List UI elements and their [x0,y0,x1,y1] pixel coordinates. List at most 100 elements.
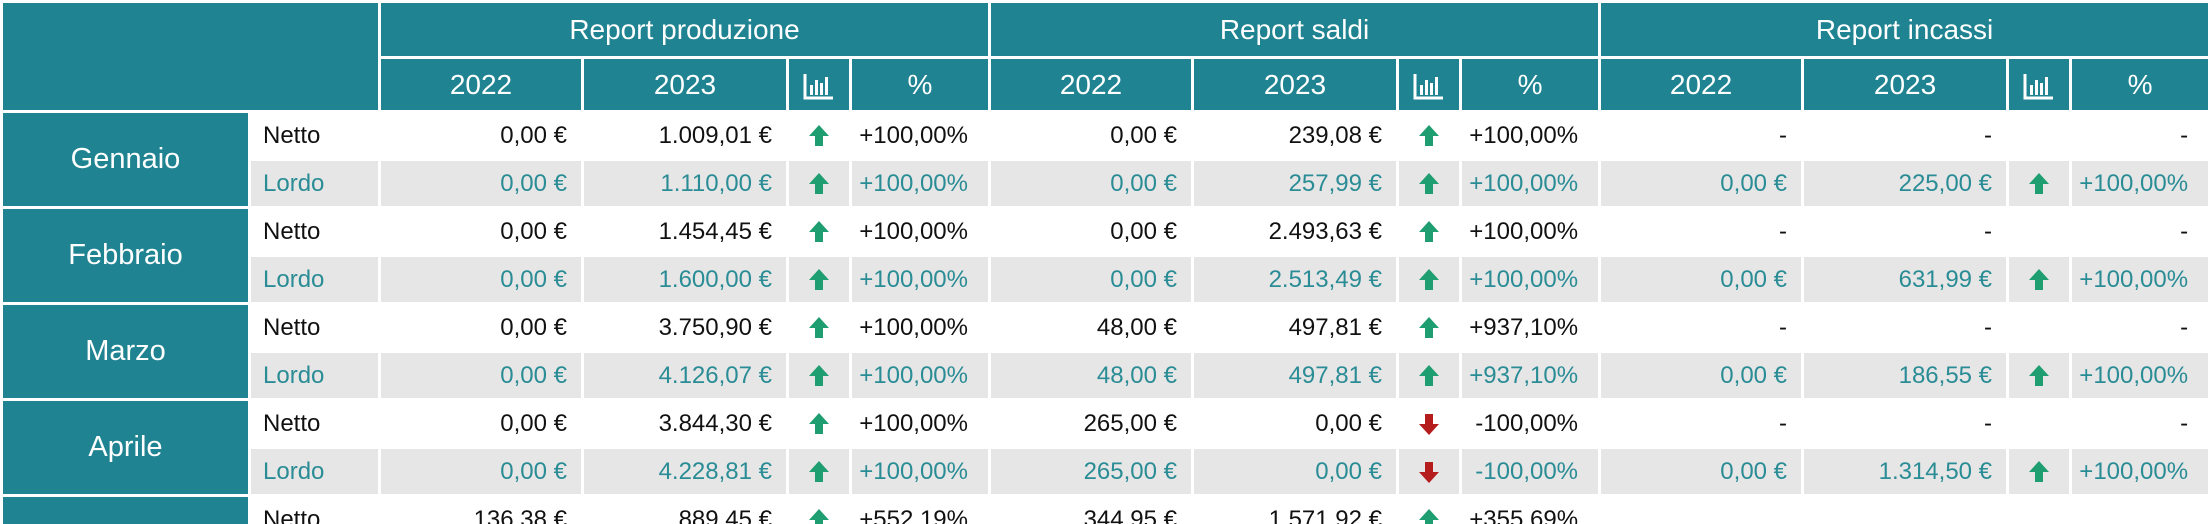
trend-cell [786,398,852,449]
chart-icon [803,73,833,100]
trend-cell [2006,302,2073,353]
amount-cell: 889,45 € [581,494,789,524]
arrow-up [1419,317,1439,339]
percent-cell: - [2069,110,2208,161]
amount-cell: 0,00 € [1191,398,1399,449]
data-row: Gennaio Netto 0,00 €1.009,01 € +100,00% 0,00… [0,110,2208,209]
trend-cell [1396,206,1462,257]
amount-cell: 0,00 € [1598,158,1805,209]
amount-cell: - [1801,302,2010,353]
amount-cell: - [1598,206,1805,257]
amount-cell: 1.571,92 € [1191,494,1399,524]
arrow-up [1419,509,1439,524]
amount-cell: 0,00 € [378,110,584,161]
amount-cell: 0,00 € [378,158,584,209]
amount-cell: 0,00 € [378,302,584,353]
type-cell: Netto [248,110,381,161]
amount-cell: 3.844,30 € [581,398,789,449]
amount-cell: 0,00 € [378,446,584,497]
amount-cell: 0,00 € [988,158,1194,209]
data-row: Aprile Netto 0,00 €3.844,30 € +100,00% 265,0… [0,398,2208,497]
empty-cell [1801,494,2010,524]
amount-cell: 239,08 € [1191,110,1399,161]
percent-cell: - [2069,398,2208,449]
trend-cell [1396,494,1462,524]
amount-cell: 1.600,00 € [581,254,789,305]
chart-icon [1413,73,1443,100]
type-cell: Lordo [248,446,381,497]
amount-cell: 0,00 € [1598,350,1805,401]
arrow-up [809,509,829,524]
percent-cell: +100,00% [849,446,991,497]
percent-cell: +937,10% [1458,350,1602,401]
year-header: 2022 [378,56,584,113]
percent-cell: -100,00% [1458,398,1602,449]
percent-cell: +100,00% [2069,446,2208,497]
percent-cell: +100,00% [1458,206,1602,257]
amount-cell: 1.009,01 € [581,110,789,161]
amount-cell: 4.126,07 € [581,350,789,401]
month-cell [0,494,251,524]
amount-cell: 1.454,45 € [581,206,789,257]
amount-cell: - [1598,110,1805,161]
table-body: Gennaio Netto 0,00 €1.009,01 € +100,00% 0,00… [0,110,2208,524]
percent-header: % [849,56,991,113]
amount-cell: 136,38 € [378,494,584,524]
arrow-up [1419,221,1439,243]
arrow-up [809,173,829,195]
amount-cell: 0,00 € [988,110,1194,161]
type-cell: Lordo [248,254,381,305]
empty-cell [1598,494,1805,524]
trend-cell [2006,110,2073,161]
amount-cell: 257,99 € [1191,158,1399,209]
type-cell: Netto [248,206,381,257]
trend-cell [786,350,852,401]
amount-cell: 0,00 € [988,254,1194,305]
arrow-up [809,269,829,291]
year-header: 2023 [1801,56,2010,113]
group-title: Report incassi [1598,0,2208,59]
amount-cell: - [1801,206,2010,257]
arrow-up [2029,269,2050,291]
amount-cell: 497,81 € [1191,302,1399,353]
trend-cell [786,110,852,161]
empty-cell [2006,494,2073,524]
year-header: 2022 [988,56,1194,113]
year-header: 2022 [1598,56,1805,113]
amount-cell: 2.513,49 € [1191,254,1399,305]
empty-cell [2069,494,2208,524]
amount-cell: - [1598,398,1805,449]
amount-cell: - [1598,302,1805,353]
header-row: 2022 2023% 2022 2023% 2022 2023% [2,56,2208,113]
amount-cell: 265,00 € [988,398,1194,449]
amount-cell: 3.750,90 € [581,302,789,353]
trend-cell [1396,350,1462,401]
percent-cell: +100,00% [849,254,991,305]
percent-cell: +100,00% [849,158,991,209]
corner-cell [0,0,381,113]
arrow-up [809,413,829,435]
percent-cell: +100,00% [849,302,991,353]
icon-header [786,56,852,113]
amount-cell: 0,00 € [378,350,584,401]
arrow-up [2029,461,2050,483]
amount-cell: 0,00 € [1191,446,1399,497]
header-row: Report produzione Report saldi Report inca… [0,0,2208,113]
data-row: Febbraio Netto 0,00 €1.454,45 € +100,00% 0,0… [0,206,2208,305]
arrow-down [1419,462,1439,484]
percent-cell: +100,00% [2069,350,2208,401]
chart-icon [2023,73,2054,100]
percent-cell: - [2069,206,2208,257]
arrow-up [809,221,829,243]
arrow-up [2029,173,2050,195]
amount-cell: 2.493,63 € [1191,206,1399,257]
group-title: Report produzione [378,0,991,59]
trend-cell [786,158,852,209]
trend-cell [2006,254,2073,305]
data-row: Lordo 0,00 €1.600,00 € +100,00% 0,00 €2.513… [2,254,2208,305]
amount-cell: 0,00 € [378,206,584,257]
icon-header [2006,56,2073,113]
icon-header [1396,56,1462,113]
trend-cell [786,494,852,524]
